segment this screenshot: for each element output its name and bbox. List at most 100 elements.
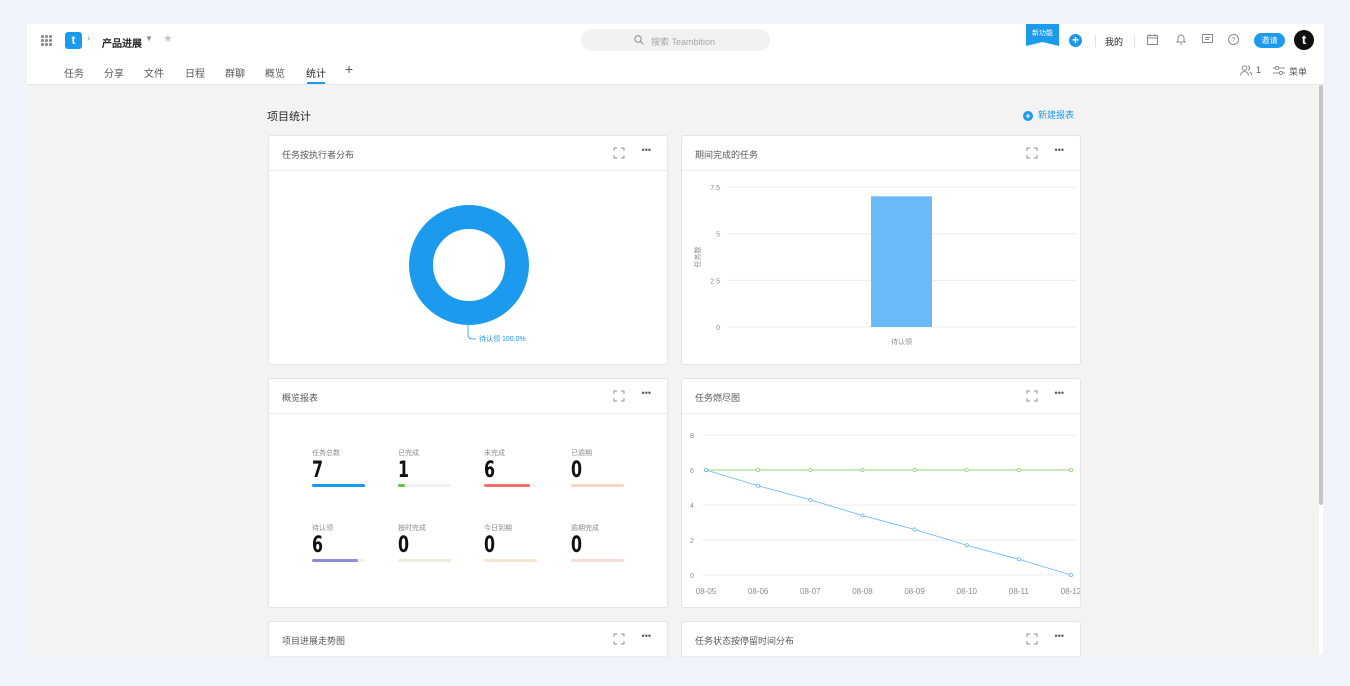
donut-label: 待认领 100.0% (479, 334, 526, 343)
star-icon[interactable]: ★ (163, 33, 173, 45)
tab-overview[interactable]: 概览 (265, 69, 285, 80)
search-input[interactable]: 搜索 Teambition (581, 29, 770, 51)
card-header: 概览报表 ••• (269, 379, 667, 414)
tab-statistics[interactable]: 统计 (306, 69, 326, 80)
expand-icon[interactable] (613, 147, 625, 159)
data-point (1016, 468, 1021, 473)
card-title: 概览报表 (282, 393, 319, 403)
quick-add-icon[interactable]: + (1069, 34, 1082, 47)
svg-text:?: ? (1232, 37, 1236, 44)
expand-icon[interactable] (1026, 390, 1038, 402)
invite-button[interactable]: 邀请 (1254, 33, 1285, 48)
stat-value: 0 (398, 533, 410, 558)
search-icon (634, 35, 644, 45)
series-line (705, 469, 1072, 576)
new-feature-badge[interactable]: 新功能 (1026, 24, 1059, 46)
menu-settings-icon[interactable] (1273, 65, 1285, 76)
data-point (1068, 572, 1073, 577)
donut-chart: 待认领 100.0% (409, 205, 529, 343)
mine-link[interactable]: 我的 (1105, 37, 1124, 47)
stat-label: 已完成 (398, 450, 419, 457)
stat-progress-bar (312, 559, 365, 562)
stat-value: 0 (484, 533, 496, 558)
expand-icon[interactable] (1026, 147, 1038, 159)
y-tick-label: 8 (690, 433, 694, 440)
y-tick-label: 2 (690, 538, 694, 545)
add-tab-icon[interactable]: + (345, 61, 354, 77)
more-icon[interactable]: ••• (1054, 631, 1064, 641)
stat-value: 0 (571, 458, 583, 483)
stat-value: 6 (312, 533, 324, 558)
scrollbar-thumb[interactable] (1319, 85, 1323, 505)
plus-circle-icon: + (1023, 111, 1033, 121)
data-point (1016, 557, 1021, 562)
stat-progress-bar (398, 484, 451, 487)
stat-progress-bar (312, 484, 365, 487)
y-tick-label: 0 (716, 325, 720, 332)
data-point (756, 468, 761, 473)
stat-label: 未完成 (484, 450, 505, 457)
card-assignee-distribution: 任务按执行者分布 ••• 待认领 100.0% (268, 135, 668, 365)
data-point (912, 527, 917, 532)
expand-icon[interactable] (613, 390, 625, 402)
active-tab-indicator (307, 82, 325, 84)
expand-icon[interactable] (1026, 633, 1038, 645)
project-tabs-bar: 任务 分享 文件 日程 群聊 概览 统计 + 1 菜单 (27, 57, 1324, 85)
message-icon[interactable] (1202, 34, 1213, 45)
tab-share[interactable]: 分享 (104, 69, 124, 80)
card-title: 期间完成的任务 (695, 150, 759, 160)
members-count[interactable]: 1 (1256, 65, 1262, 75)
card-progress-trend: 项目进展走势图 ••• (268, 621, 668, 657)
stat-label: 待认领 (312, 525, 333, 532)
more-icon[interactable]: ••• (641, 631, 651, 641)
tab-schedule[interactable]: 日程 (185, 69, 205, 80)
bell-icon[interactable] (1176, 33, 1186, 45)
members-icon[interactable] (1240, 65, 1252, 76)
calendar-icon[interactable] (1147, 34, 1158, 45)
menu-button[interactable]: 菜单 (1289, 67, 1308, 77)
more-icon[interactable]: ••• (1054, 388, 1064, 398)
y-tick-label: 7.5 (710, 185, 720, 192)
expand-icon[interactable] (613, 633, 625, 645)
new-report-button[interactable]: + 新建报表 (1023, 108, 1074, 121)
breadcrumb-chevron-icon: › (87, 33, 91, 44)
y-tick-label: 6 (690, 468, 694, 475)
card-status-dwell-time: 任务状态按停留时间分布 ••• (681, 621, 1081, 657)
y-tick-label: 5 (716, 232, 720, 239)
stat-label: 今日到期 (484, 525, 512, 532)
card-completed-tasks: 期间完成的任务 ••• 0 2.5 5 7.5 任务数 待认领 (681, 135, 1081, 365)
help-icon[interactable]: ? (1228, 34, 1239, 45)
stat-label: 任务总数 (312, 450, 340, 457)
x-tick-label: 08-12 (1061, 587, 1081, 596)
caret-down-icon[interactable]: ▼ (145, 34, 153, 43)
y-tick-label: 2.5 (710, 278, 720, 285)
more-icon[interactable]: ••• (641, 388, 651, 398)
x-tick-label: 08-11 (1009, 587, 1029, 596)
data-point (703, 468, 708, 473)
stat-progress-fill (484, 484, 530, 487)
y-tick-label: 4 (690, 503, 694, 510)
apps-grid-icon[interactable] (41, 35, 52, 46)
tab-files[interactable]: 文件 (144, 69, 164, 80)
teambition-logo[interactable]: t (65, 32, 82, 49)
tab-tasks[interactable]: 任务 (64, 69, 84, 80)
donut-leader-line (467, 325, 476, 340)
stat-label: 按时完成 (398, 525, 426, 532)
y-tick-label: 0 (690, 573, 694, 580)
stat-label: 逾期完成 (571, 525, 599, 532)
card-header: 期间完成的任务 ••• (682, 136, 1080, 171)
card-title: 任务燃尽图 (695, 393, 741, 403)
data-point (860, 513, 865, 518)
project-name[interactable]: 产品进展 (102, 39, 142, 50)
stat-progress-bar (398, 559, 451, 562)
more-icon[interactable]: ••• (1054, 145, 1064, 155)
donut-slice (409, 205, 529, 325)
more-icon[interactable]: ••• (641, 145, 651, 155)
x-tick-label: 08-08 (852, 587, 873, 596)
card-header: 任务燃尽图 ••• (682, 379, 1080, 414)
avatar[interactable]: t (1294, 30, 1314, 50)
tab-group-chat[interactable]: 群聊 (225, 69, 245, 80)
stat-value: 6 (484, 458, 496, 483)
card-header: 项目进展走势图 ••• (269, 622, 667, 657)
stat-progress-fill (398, 484, 406, 487)
